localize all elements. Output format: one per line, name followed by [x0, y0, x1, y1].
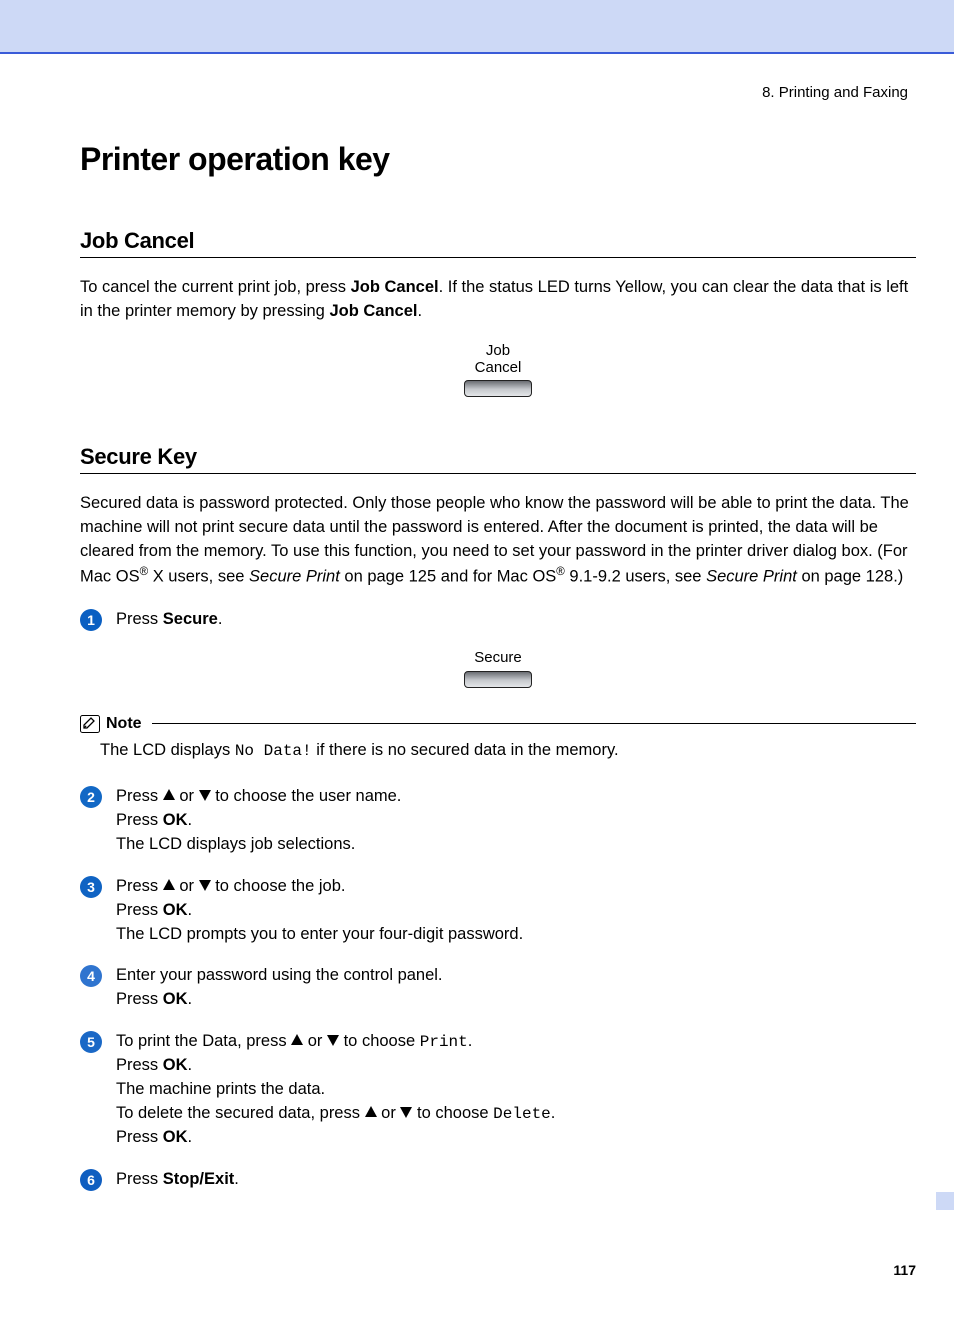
page-title: Printer operation key: [80, 141, 916, 178]
step-4-body: Enter your password using the control pa…: [116, 964, 443, 1012]
secure-button-label: Secure: [80, 649, 916, 666]
step-6: 6 Press Stop/Exit.: [80, 1168, 916, 1192]
step-badge-5: 5: [80, 1031, 102, 1053]
step-badge-6: 6: [80, 1169, 102, 1191]
note-block: Note The LCD displays No Data! if there …: [80, 715, 916, 763]
step-5-body: To print the Data, press or to choose Pr…: [116, 1030, 555, 1150]
step-badge-1: 1: [80, 609, 102, 631]
arrow-up-icon: [163, 879, 175, 890]
arrow-up-icon: [291, 1034, 303, 1045]
step-4: 4 Enter your password using the control …: [80, 964, 916, 1012]
header-band: [0, 0, 954, 54]
step-1-body: Press Secure.: [116, 608, 222, 632]
job-cancel-button-figure: Job Cancel: [80, 342, 916, 403]
step-2: 2 Press or to choose the user name. Pres…: [80, 785, 916, 857]
arrow-up-icon: [163, 789, 175, 800]
note-rule: [152, 723, 916, 724]
note-label: Note: [106, 715, 142, 733]
step-badge-2: 2: [80, 786, 102, 808]
step-6-body: Press Stop/Exit.: [116, 1168, 239, 1192]
section-heading-secure-key: Secure Key: [80, 444, 916, 474]
step-badge-3: 3: [80, 876, 102, 898]
secure-key-description: Secured data is password protected. Only…: [80, 492, 916, 589]
step-1: 1 Press Secure.: [80, 608, 916, 632]
secure-button-shape: [464, 671, 532, 688]
step-5: 5 To print the Data, press or to choose …: [80, 1030, 916, 1150]
page-number: 117: [80, 1262, 916, 1278]
step-3-body: Press or to choose the job. Press OK. Th…: [116, 875, 523, 947]
arrow-down-icon: [199, 790, 211, 801]
arrow-down-icon: [400, 1107, 412, 1118]
page-content: 8. Printing and Faxing Printer operation…: [0, 54, 954, 1318]
step-2-body: Press or to choose the user name. Press …: [116, 785, 401, 857]
job-cancel-description: To cancel the current print job, press J…: [80, 276, 916, 324]
arrow-up-icon: [365, 1106, 377, 1117]
arrow-down-icon: [199, 880, 211, 891]
step-badge-4: 4: [80, 965, 102, 987]
secure-button-figure: Secure: [80, 649, 916, 692]
page-tab-marker: [936, 1192, 954, 1210]
note-body: The LCD displays No Data! if there is no…: [80, 739, 916, 763]
arrow-down-icon: [327, 1035, 339, 1046]
chapter-header: 8. Printing and Faxing: [80, 84, 916, 101]
job-cancel-button-label: Job Cancel: [80, 342, 916, 377]
job-cancel-button-shape: [464, 380, 532, 397]
step-3: 3 Press or to choose the job. Press OK. …: [80, 875, 916, 947]
section-heading-job-cancel: Job Cancel: [80, 228, 916, 258]
note-pencil-icon: [80, 715, 100, 733]
